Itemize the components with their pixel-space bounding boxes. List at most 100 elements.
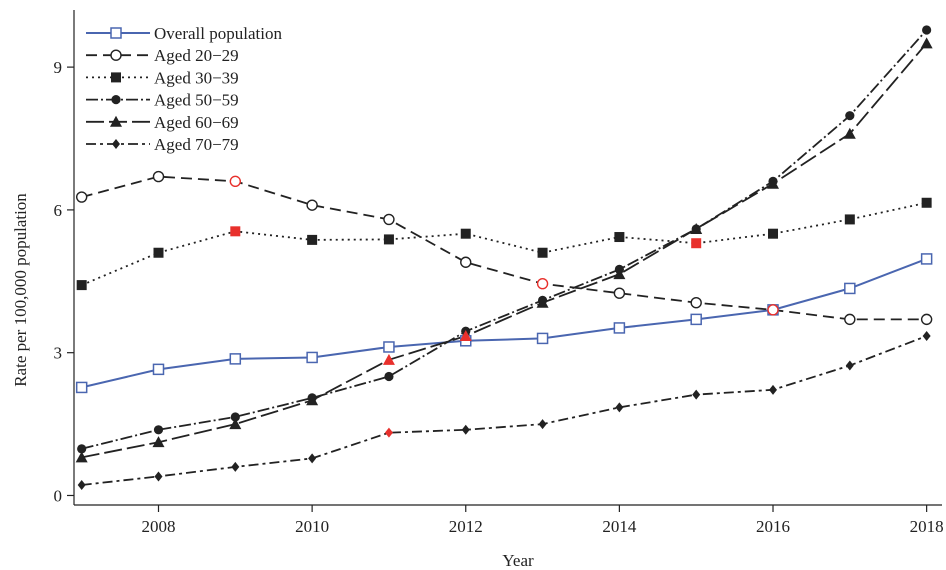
data-point [613, 287, 626, 299]
data-point [921, 197, 932, 208]
data-point [691, 238, 702, 249]
data-point [230, 226, 241, 237]
data-point [75, 451, 88, 463]
legend-marker-2 [111, 72, 121, 83]
legend-marker-1 [110, 49, 122, 61]
axes [67, 10, 942, 512]
data-point [690, 313, 702, 326]
y-tick-label: 0 [54, 486, 63, 505]
data-point [767, 304, 779, 316]
y-tick-labels: 0 3 6 9 [54, 58, 63, 505]
x-tick-label: 2018 [910, 517, 944, 536]
data-point [843, 127, 856, 139]
data-point [920, 253, 933, 265]
data-point [308, 453, 317, 464]
data-point [306, 351, 318, 364]
data-point [769, 384, 778, 395]
data-point [461, 424, 470, 435]
data-point [844, 282, 856, 295]
y-axis-label: Rate per 100,000 population [11, 193, 30, 387]
data-point [229, 175, 242, 188]
legend-marker-5 [112, 139, 120, 149]
data-point [75, 191, 88, 203]
data-point [844, 313, 856, 326]
legend-marker-3 [111, 95, 121, 105]
x-axis-label: Year [502, 551, 534, 570]
data-point [920, 37, 933, 49]
data-point [920, 313, 933, 326]
series-line-3 [81, 29, 928, 450]
data-point [613, 322, 626, 334]
data-point [229, 418, 242, 430]
legend-marker-4 [110, 115, 122, 127]
data-point [844, 214, 855, 225]
series-line-5 [81, 335, 927, 486]
data-point [77, 480, 86, 491]
data-point [690, 222, 703, 234]
data-point [306, 199, 318, 211]
data-point [230, 412, 240, 422]
data-point [614, 232, 625, 243]
series-line-0 [81, 257, 927, 389]
data-point [538, 419, 547, 430]
data-point [767, 177, 780, 189]
data-point [845, 360, 854, 371]
data-point [383, 341, 395, 353]
data-point [845, 111, 855, 121]
data-point [692, 389, 701, 400]
y-tick-label: 6 [54, 201, 63, 220]
legend-label-3: Aged 50−59 [154, 91, 239, 110]
y-tick-label: 3 [54, 344, 63, 363]
series-markers [75, 25, 933, 491]
data-point [231, 461, 240, 472]
legend-marker-0 [110, 27, 122, 39]
series-line-1 [81, 175, 927, 321]
data-point [536, 332, 549, 345]
data-point [690, 297, 702, 309]
series-line-2 [81, 201, 927, 286]
data-point [152, 170, 165, 183]
x-tick-label: 2010 [295, 517, 329, 536]
data-point [922, 331, 931, 342]
data-point [229, 353, 242, 365]
data-point [613, 268, 626, 280]
data-point [768, 228, 779, 239]
data-point [460, 228, 471, 239]
x-tick-label: 2014 [602, 517, 637, 536]
data-point [152, 363, 165, 376]
data-point [459, 330, 472, 342]
data-point [153, 247, 164, 258]
data-point [536, 296, 549, 308]
data-point [536, 277, 549, 290]
data-point [383, 213, 395, 226]
legend-label-2: Aged 30−39 [154, 68, 239, 87]
x-tick-label: 2012 [449, 517, 483, 536]
data-point [154, 471, 163, 482]
y-tick-label: 9 [54, 58, 63, 77]
data-point [922, 25, 932, 35]
x-tick-labels: 2008 2010 2012 2014 2016 2018 [141, 517, 943, 536]
data-point [383, 234, 394, 245]
data-point [75, 381, 88, 394]
data-point [537, 247, 548, 258]
data-point [384, 371, 394, 382]
data-point [307, 234, 318, 245]
legend-label-1: Aged 20−29 [154, 46, 239, 65]
data-point [615, 402, 624, 413]
data-point [460, 256, 472, 268]
series-lines [81, 29, 928, 486]
data-point [153, 425, 164, 435]
data-point [306, 394, 319, 406]
legend-label-0: Overall population [154, 24, 282, 43]
data-point [384, 427, 393, 438]
data-point [152, 436, 165, 448]
x-tick-label: 2016 [756, 517, 790, 536]
x-tick-label: 2008 [141, 517, 175, 536]
legend-label-5: Aged 70−79 [154, 135, 239, 154]
data-point [382, 353, 395, 365]
legend-label-4: Aged 60−69 [154, 113, 239, 132]
data-point [77, 444, 87, 454]
legend: Overall population Aged 20−29 Aged 30−39 Ag… [86, 24, 282, 154]
